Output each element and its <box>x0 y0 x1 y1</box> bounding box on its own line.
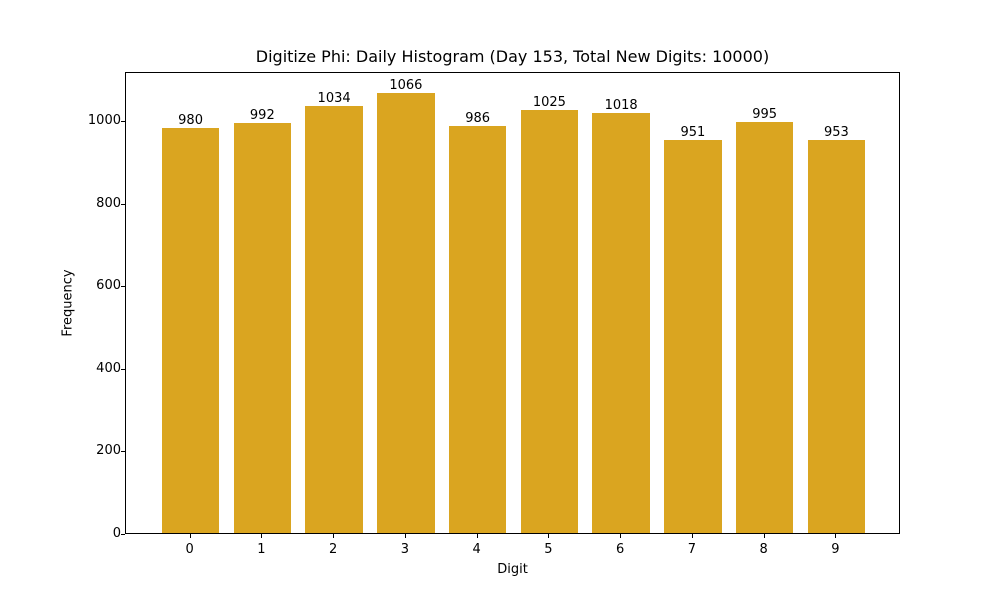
bar-value-label: 1018 <box>604 97 638 113</box>
x-tick-mark <box>404 534 406 538</box>
bar-value-label: 953 <box>823 124 849 140</box>
x-tick-mark <box>333 534 335 538</box>
y-tick-label: 400 <box>96 360 121 376</box>
x-tick-mark <box>189 534 191 538</box>
bar-value-label: 1066 <box>389 77 423 93</box>
x-tick-mark <box>763 534 765 538</box>
y-tick-mark <box>121 286 125 288</box>
x-tick-label: 2 <box>328 542 338 557</box>
bar-digit-8 <box>735 122 794 533</box>
bar-value-label: 986 <box>465 110 491 126</box>
bar-digit-7 <box>664 140 722 533</box>
bar-value-label: 995 <box>752 107 778 123</box>
x-tick-mark <box>691 534 693 538</box>
y-tick-mark <box>121 121 125 123</box>
bar-value-label: 1034 <box>317 91 351 107</box>
x-tick-mark <box>835 534 837 538</box>
y-tick-mark <box>121 534 125 535</box>
bar-digit-9 <box>807 139 866 533</box>
bar-digit-0 <box>161 128 220 533</box>
y-tick-label: 0 <box>112 526 121 541</box>
plot-area: 980 992 1034 1066 986 1025 1018 951 995 953 <box>125 72 900 534</box>
x-tick-label: 0 <box>185 542 194 557</box>
x-tick-label: 8 <box>759 542 768 557</box>
y-tick-label: 1000 <box>87 113 121 129</box>
x-tick-mark <box>620 534 622 538</box>
x-tick-label: 4 <box>472 542 481 557</box>
y-tick-mark <box>121 203 125 205</box>
chart-title: Digitize Phi: Daily Histogram (Day 153, … <box>255 47 770 66</box>
y-tick-label: 600 <box>96 278 121 294</box>
x-tick-mark <box>261 534 263 538</box>
bar-value-label: 992 <box>249 108 275 124</box>
bar-value-label: 951 <box>680 125 706 141</box>
bar-digit-3 <box>377 92 435 533</box>
y-tick-label: 200 <box>96 443 121 459</box>
bar-digit-2 <box>305 106 363 533</box>
x-tick-label: 1 <box>257 542 266 557</box>
y-tick-mark <box>121 451 125 453</box>
x-tick-mark <box>476 534 478 538</box>
bar-digit-5 <box>520 109 579 533</box>
bar-value-label: 980 <box>178 113 203 129</box>
bar-digit-6 <box>592 112 650 533</box>
y-axis-label: Frequency <box>60 269 76 337</box>
y-tick-label: 800 <box>96 195 121 211</box>
x-axis-label: Digit <box>497 562 528 577</box>
x-tick-label: 5 <box>544 542 553 557</box>
y-tick-mark <box>121 368 125 370</box>
x-tick-label: 6 <box>615 542 625 557</box>
x-tick-label: 7 <box>687 542 697 557</box>
x-tick-label: 9 <box>831 542 840 557</box>
x-tick-mark <box>548 534 550 538</box>
bar-value-label: 1025 <box>532 94 566 110</box>
x-tick-label: 3 <box>400 542 409 557</box>
bar-digit-1 <box>233 123 292 533</box>
bar-digit-4 <box>448 125 507 533</box>
